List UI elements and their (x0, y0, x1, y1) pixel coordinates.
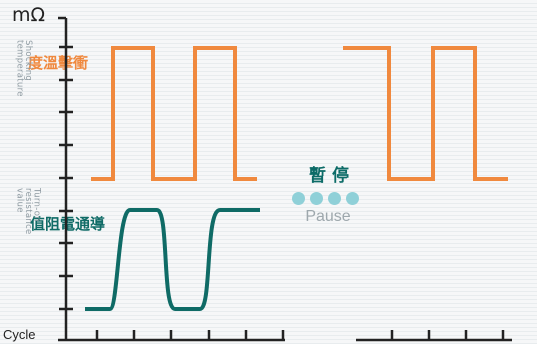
y-axis-unit: mΩ (12, 4, 46, 26)
x-axis-label: Cycle (3, 327, 36, 342)
y-axis-ticks (59, 45, 73, 311)
x-axis (58, 330, 512, 342)
pause-label-en: Pause (305, 208, 351, 225)
pause-dot (346, 192, 359, 205)
shock-temperature-label-en: Shocking temperature (14, 40, 34, 97)
resistance-curve (85, 208, 260, 311)
shock-temperature-label-cn: 衝擊溫度 (26, 55, 89, 71)
resistance-label-en: Turn-on resistance value (14, 188, 42, 235)
pause-dot (328, 192, 341, 205)
y-axis (58, 16, 73, 340)
pause-dots (292, 192, 359, 205)
pause-label-cn: 暫停 (309, 166, 355, 186)
x-axis-ticks (95, 330, 505, 340)
pause-dot (292, 192, 305, 205)
temperature-wave-right (343, 46, 508, 181)
pause-dot (310, 192, 323, 205)
temperature-wave-left (91, 46, 257, 181)
